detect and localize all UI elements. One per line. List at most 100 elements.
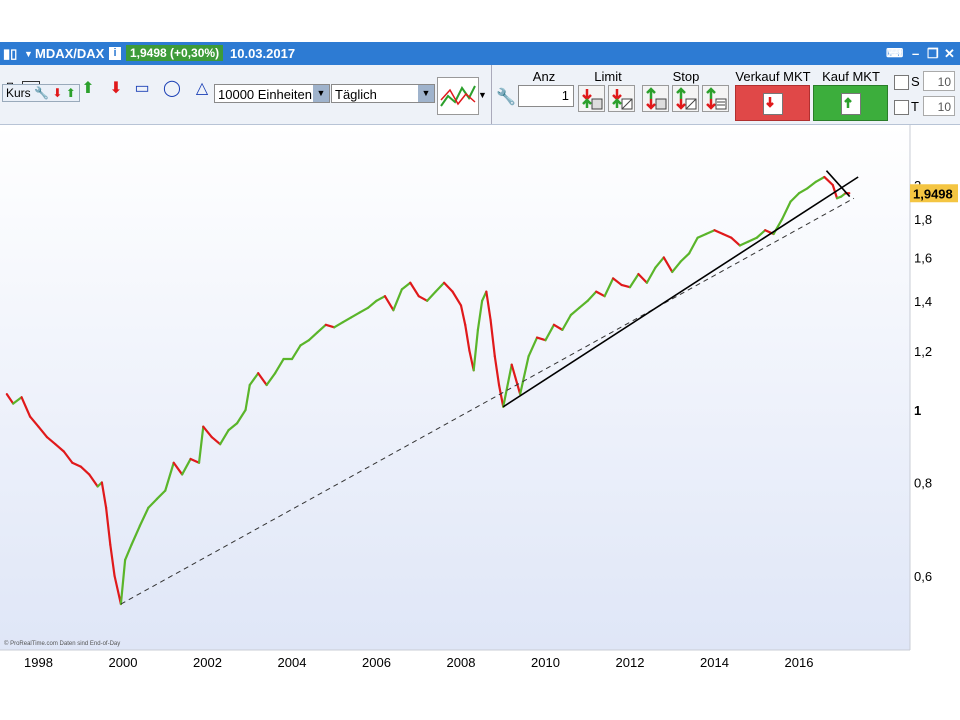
x-tick-label: 2008 bbox=[447, 655, 476, 670]
price-segment bbox=[789, 192, 801, 203]
stop-button-2[interactable] bbox=[672, 85, 699, 112]
x-tick-label: 2002 bbox=[193, 655, 222, 670]
price-segment bbox=[333, 321, 344, 329]
dashed-trendline[interactable] bbox=[120, 197, 855, 605]
price-segment bbox=[5, 393, 15, 405]
limit-buy-button[interactable] bbox=[578, 85, 605, 112]
wrench-icon[interactable]: 🔧 bbox=[496, 89, 516, 106]
info-icon[interactable]: i bbox=[109, 47, 121, 60]
minimize-icon[interactable]: – bbox=[912, 46, 920, 61]
short-trendline[interactable] bbox=[825, 170, 851, 198]
chevron-down-icon[interactable]: ▼ bbox=[24, 49, 33, 59]
x-tick-label: 2016 bbox=[785, 655, 814, 670]
arrow-up-icon[interactable]: ⬆ bbox=[65, 86, 76, 100]
price-segment bbox=[443, 281, 454, 293]
keyboard-icon[interactable]: ⌨ bbox=[886, 46, 904, 60]
chevron-down-icon[interactable]: ▼ bbox=[478, 90, 487, 100]
t-value-field[interactable]: 10 bbox=[923, 96, 955, 116]
price-segment bbox=[611, 277, 623, 287]
price-segment bbox=[497, 383, 505, 408]
s-value-field[interactable]: 10 bbox=[923, 71, 955, 91]
candles-icon[interactable]: ▮▯ bbox=[3, 46, 18, 61]
limit-sell-button[interactable] bbox=[608, 85, 635, 112]
price-segment bbox=[688, 236, 699, 255]
buy-market-header: Kauf MKT bbox=[822, 69, 880, 84]
price-segment bbox=[257, 372, 268, 387]
limit-header: Limit bbox=[594, 69, 622, 84]
price-segment bbox=[578, 299, 589, 309]
price-segment bbox=[20, 396, 32, 418]
price-segment bbox=[202, 425, 213, 439]
price-segment bbox=[28, 415, 40, 428]
t-label: T bbox=[911, 99, 919, 114]
price-segment bbox=[12, 396, 23, 405]
price-segment bbox=[696, 232, 708, 239]
price-segment bbox=[113, 574, 122, 606]
y-tick-label: 1 bbox=[914, 403, 921, 418]
price-segment bbox=[561, 313, 572, 331]
quantity-header: Anz bbox=[532, 69, 556, 84]
wrench-icon[interactable]: 🔧 bbox=[34, 86, 49, 100]
restore-icon[interactable]: ❐ bbox=[927, 46, 939, 61]
price-segment bbox=[341, 316, 353, 324]
price-segment bbox=[324, 323, 336, 329]
price-segment bbox=[172, 461, 184, 476]
stop-button-3[interactable] bbox=[702, 85, 729, 112]
close-icon[interactable]: ✕ bbox=[944, 46, 955, 61]
attribution: © ProRealTime.com Daten sind End-of-Day bbox=[4, 641, 121, 647]
price-segment bbox=[119, 558, 127, 606]
chevron-down-icon[interactable]: ▼ bbox=[418, 85, 434, 102]
price-segment bbox=[62, 450, 74, 464]
indicator-icon[interactable] bbox=[437, 77, 479, 115]
buy-market-button[interactable] bbox=[813, 85, 888, 121]
rectangle-tool-icon[interactable]: ▭ bbox=[134, 80, 150, 97]
price-segment bbox=[814, 175, 826, 183]
solid-trendline[interactable] bbox=[502, 176, 859, 408]
price-segment bbox=[164, 461, 175, 492]
price-segment bbox=[244, 383, 251, 412]
price-segment bbox=[54, 443, 65, 453]
x-tick-label: 1998 bbox=[24, 655, 53, 670]
price-segment bbox=[797, 187, 809, 195]
buy-order-icon bbox=[841, 93, 861, 115]
price-segment bbox=[586, 290, 598, 302]
chevron-down-icon[interactable]: ▼ bbox=[313, 85, 329, 102]
sell-market-button[interactable] bbox=[735, 85, 810, 121]
price-segment bbox=[823, 175, 834, 187]
plot-background bbox=[0, 125, 910, 650]
last-price-label: 1,9498 bbox=[913, 186, 953, 201]
stop-button-1[interactable] bbox=[642, 85, 669, 112]
y-axis-background bbox=[910, 125, 960, 650]
sell-market-header: Verkauf MKT bbox=[735, 69, 811, 84]
price-segment bbox=[383, 295, 395, 312]
t-checkbox[interactable] bbox=[894, 100, 909, 115]
price-segment bbox=[502, 363, 513, 408]
price-segment bbox=[155, 489, 167, 501]
arrow-down-icon[interactable]: ⬇ bbox=[52, 86, 63, 100]
price-segment bbox=[124, 543, 133, 562]
y-tick-label: 1,2 bbox=[914, 344, 932, 359]
price-segment bbox=[400, 281, 412, 291]
period-select[interactable]: Täglich ▼ bbox=[331, 84, 435, 103]
x-tick-label: 2010 bbox=[531, 655, 560, 670]
triangle-tool-icon[interactable]: △ bbox=[195, 80, 209, 97]
quantity-field[interactable]: 1 bbox=[518, 85, 574, 107]
price-segment bbox=[459, 304, 467, 326]
arrow-down-icon[interactable]: ⬇ bbox=[109, 80, 123, 97]
price-segment bbox=[535, 336, 547, 342]
y-tick-label: 1,6 bbox=[914, 250, 932, 265]
price-segment bbox=[350, 311, 361, 319]
price-segment bbox=[88, 473, 99, 488]
symbol-label[interactable]: MDAX/DAX bbox=[35, 46, 105, 61]
units-select[interactable]: 10000 Einheiten ▼ bbox=[214, 84, 330, 103]
s-checkbox[interactable] bbox=[894, 75, 909, 90]
y-tick-label: 1,4 bbox=[914, 294, 932, 309]
price-segment bbox=[426, 290, 437, 302]
arrow-up-icon[interactable]: ⬆ bbox=[81, 80, 95, 97]
ellipse-tool-icon[interactable]: ◯ bbox=[163, 80, 181, 97]
price-segment bbox=[37, 425, 49, 439]
x-tick-label: 2014 bbox=[700, 655, 729, 670]
price-segment bbox=[434, 281, 446, 293]
price-chart[interactable]: 1998 2000 2002 2004 2006 2008 2010 2012 2014 2016… bbox=[0, 125, 960, 672]
panel-label[interactable]: Kurs 🔧 ⬇ ⬆ bbox=[2, 84, 80, 102]
